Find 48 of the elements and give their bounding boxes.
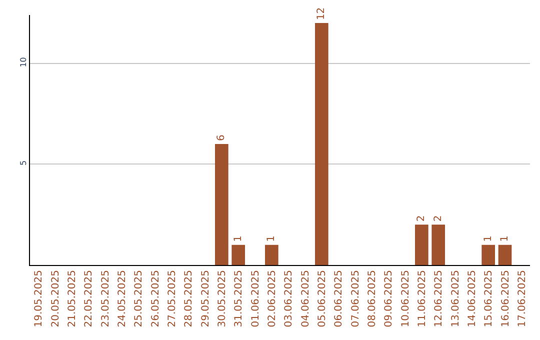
x-tick-label: 31.05.2025	[234, 270, 245, 328]
x-tick-label: 27.05.2025	[166, 270, 178, 328]
x-tick-label: 04.06.2025	[300, 270, 312, 328]
x-tick-label: 21.05.2025	[66, 270, 78, 328]
x-tick-label: 20.05.2025	[50, 270, 62, 328]
x-tick-label: 08.06.2025	[366, 270, 378, 328]
data-label: 1	[482, 235, 494, 242]
bar	[498, 244, 512, 265]
data-label: 2	[432, 215, 444, 222]
data-label: 1	[500, 235, 510, 242]
x-tick-label: 16.06.2025	[500, 270, 512, 328]
data-label: 2	[416, 215, 428, 222]
x-tick-label: 14.06.2025	[466, 270, 478, 328]
bar	[215, 144, 228, 265]
data-label: 1	[232, 235, 244, 242]
data-label: 6	[216, 134, 228, 142]
bar	[232, 244, 245, 265]
bar	[482, 244, 495, 265]
y-tick-label: 10	[18, 57, 28, 68]
x-tick-label: 07.06.2025	[350, 270, 362, 328]
x-tick-label: 25.05.2025	[134, 270, 145, 328]
x-tick-label: 22.05.2025	[84, 270, 95, 328]
x-tick-label: 29.05.2025	[200, 270, 212, 328]
y-tick-label: 5	[18, 160, 28, 166]
bar	[432, 224, 445, 265]
x-tick-label: 06.06.2025	[334, 270, 345, 328]
x-tick-label: 03.06.2025	[284, 270, 295, 328]
data-label: 1	[266, 235, 278, 242]
x-tick-label: 02.06.2025	[266, 270, 278, 328]
x-tick-label: 12.06.2025	[434, 270, 445, 328]
x-tick-label: 23.05.2025	[100, 270, 112, 328]
x-tick-label: 13.06.2025	[450, 270, 462, 328]
x-tick-label: 26.05.2025	[150, 270, 162, 328]
bar	[315, 23, 328, 265]
x-tick-label: 05.06.2025	[316, 270, 328, 328]
x-tick-label: 10.06.2025	[400, 270, 412, 328]
x-tick-label: 24.05.2025	[116, 270, 128, 328]
x-tick-label: 15.06.2025	[484, 270, 495, 328]
bar	[265, 244, 278, 265]
x-tick-label: 28.05.2025	[184, 270, 195, 328]
x-tick-label: 11.06.2025	[416, 270, 428, 328]
bar	[415, 224, 428, 265]
data-label: 12	[316, 7, 328, 20]
x-tick-label: 19.05.2025	[34, 270, 45, 328]
x-tick-label: 01.06.2025	[250, 270, 262, 328]
x-tick-label: 09.06.2025	[384, 270, 395, 328]
x-tick-label: 17.06.2025	[516, 270, 528, 328]
x-tick-label: 30.05.2025	[216, 270, 228, 328]
